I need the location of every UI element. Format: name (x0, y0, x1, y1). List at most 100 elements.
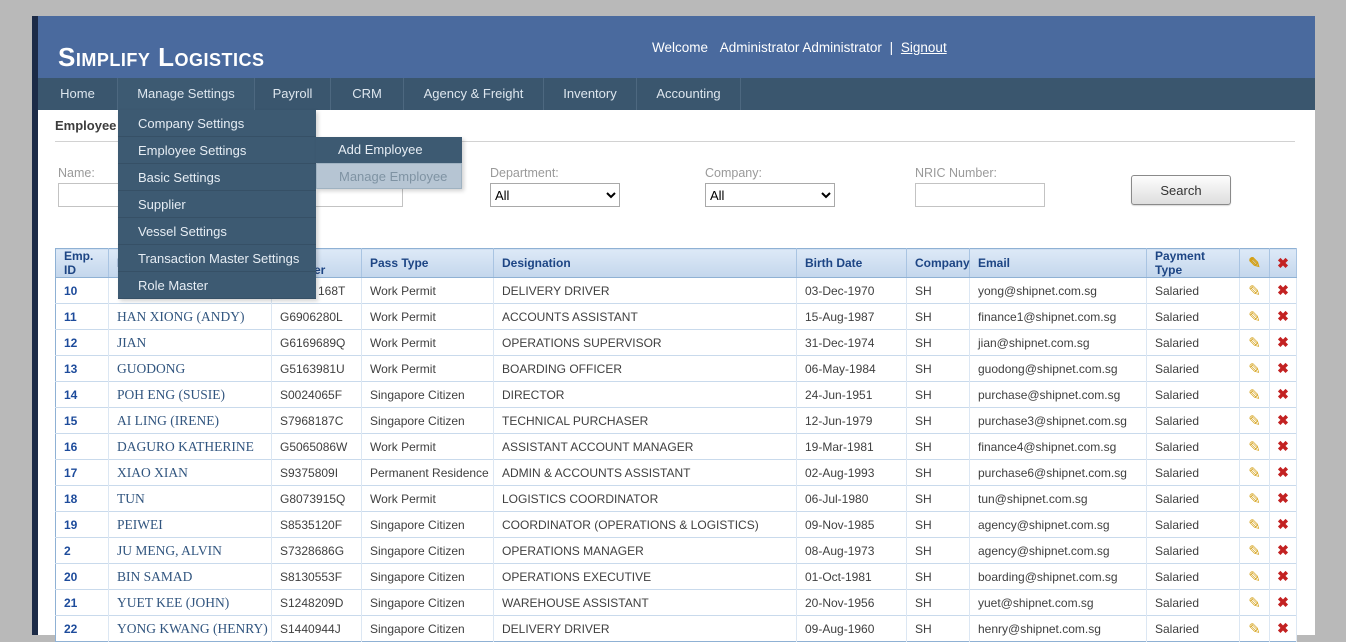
table-row: 12 JIAN G6169689Q Work Permit OPERATIONS… (55, 329, 1297, 356)
cell-birth-date: 06-Jul-1980 (796, 485, 907, 512)
cell-company: SH (906, 303, 970, 330)
menu-item-employee-settings[interactable]: Employee Settings (118, 137, 316, 164)
edit-icon[interactable]: ✎ (1248, 360, 1261, 378)
menu-item-company-settings[interactable]: Company Settings (118, 110, 316, 137)
user-name: Administrator Administrator (719, 40, 882, 55)
cell-designation: TECHNICAL PURCHASER (493, 407, 797, 434)
cell-nric: S8535120F (271, 511, 362, 538)
nav-item-accounting[interactable]: Accounting (637, 78, 741, 110)
cell-name: JIAN (108, 329, 272, 356)
edit-icon[interactable]: ✎ (1248, 438, 1261, 456)
cell-pass-type: Work Permit (361, 433, 494, 460)
cell-name: POH ENG (SUSIE) (108, 381, 272, 408)
cell-designation: OPERATIONS MANAGER (493, 537, 797, 564)
menu-item-vessel-settings[interactable]: Vessel Settings (118, 218, 316, 245)
delete-icon[interactable]: ✖ (1277, 386, 1289, 402)
delete-icon[interactable]: ✖ (1277, 542, 1289, 558)
nav-item-manage-settings[interactable]: Manage Settings (118, 78, 255, 110)
cell-nric: S8130553F (271, 563, 362, 590)
edit-icon[interactable]: ✎ (1248, 282, 1261, 300)
cell-name: BIN SAMAD (108, 563, 272, 590)
edit-icon[interactable]: ✎ (1248, 464, 1261, 482)
department-filter-select[interactable]: All (490, 183, 620, 207)
cell-payment-type: Salaried (1146, 537, 1240, 564)
cell-designation: DIRECTOR (493, 381, 797, 408)
cell-payment-type: Salaried (1146, 407, 1240, 434)
col-header-email: Email (969, 248, 1147, 278)
nav-item-agency-freight[interactable]: Agency & Freight (404, 78, 544, 110)
table-row: 18 TUN G8073915Q Work Permit LOGISTICS C… (55, 485, 1297, 512)
nric-filter-input[interactable] (915, 183, 1045, 207)
cell-name: DAGURO KATHERINE (108, 433, 272, 460)
nav-item-payroll[interactable]: Payroll (255, 78, 331, 110)
cell-nric: G5065086W (271, 433, 362, 460)
main-nav: Home Manage Settings Payroll CRM Agency … (38, 78, 1315, 110)
cell-nric: S1440944J (271, 615, 362, 642)
nav-item-crm[interactable]: CRM (331, 78, 404, 110)
table-row: 20 BIN SAMAD S8130553F Singapore Citizen… (55, 563, 1297, 590)
delete-icon[interactable]: ✖ (1277, 594, 1289, 610)
cell-pass-type: Work Permit (361, 277, 494, 304)
delete-icon[interactable]: ✖ (1277, 490, 1289, 506)
cell-email: jian@shipnet.com.sg (969, 329, 1147, 356)
delete-icon[interactable]: ✖ (1277, 334, 1289, 350)
submenu-item-add-employee[interactable]: Add Employee (338, 142, 423, 157)
cell-payment-type: Salaried (1146, 615, 1240, 642)
submenu-item-manage-employee[interactable]: Manage Employee (316, 163, 462, 189)
edit-icon[interactable]: ✎ (1248, 516, 1261, 534)
cell-birth-date: 08-Aug-1973 (796, 537, 907, 564)
cell-pass-type: Permanent Residence (361, 459, 494, 486)
delete-icon[interactable]: ✖ (1277, 308, 1289, 324)
cell-payment-type: Salaried (1146, 511, 1240, 538)
cell-birth-date: 03-Dec-1970 (796, 277, 907, 304)
edit-icon[interactable]: ✎ (1248, 334, 1261, 352)
company-filter-select[interactable]: All (705, 183, 835, 207)
edit-icon[interactable]: ✎ (1248, 386, 1261, 404)
edit-icon[interactable]: ✎ (1248, 594, 1261, 612)
nav-item-home[interactable]: Home (38, 78, 118, 110)
cell-pass-type: Singapore Citizen (361, 407, 494, 434)
cell-company: SH (906, 407, 970, 434)
cell-emp-id: 22 (55, 615, 109, 642)
delete-icon[interactable]: ✖ (1277, 516, 1289, 532)
menu-item-supplier[interactable]: Supplier (118, 191, 316, 218)
menu-item-transaction-master-settings[interactable]: Transaction Master Settings (118, 245, 316, 272)
cell-nric: S0024065F (271, 381, 362, 408)
delete-icon[interactable]: ✖ (1277, 438, 1289, 454)
cell-birth-date: 19-Mar-1981 (796, 433, 907, 460)
cell-email: finance4@shipnet.com.sg (969, 433, 1147, 460)
delete-icon[interactable]: ✖ (1277, 568, 1289, 584)
cell-company: SH (906, 459, 970, 486)
cell-pass-type: Singapore Citizen (361, 563, 494, 590)
cell-pass-type: Work Permit (361, 355, 494, 382)
delete-icon[interactable]: ✖ (1277, 620, 1289, 636)
nav-item-inventory[interactable]: Inventory (544, 78, 637, 110)
edit-icon[interactable]: ✎ (1248, 542, 1261, 560)
signout-link[interactable]: Signout (900, 40, 947, 55)
cell-birth-date: 09-Nov-1985 (796, 511, 907, 538)
delete-icon[interactable]: ✖ (1277, 412, 1289, 428)
menu-item-basic-settings[interactable]: Basic Settings (118, 164, 316, 191)
edit-icon[interactable]: ✎ (1248, 490, 1261, 508)
edit-icon[interactable]: ✎ (1248, 308, 1261, 326)
col-header-payment-type: Payment Type (1146, 248, 1240, 278)
menu-item-role-master[interactable]: Role Master (118, 272, 316, 299)
cell-emp-id: 19 (55, 511, 109, 538)
edit-icon[interactable]: ✎ (1248, 620, 1261, 638)
col-header-edit: ✎ (1239, 248, 1270, 278)
cell-payment-type: Salaried (1146, 563, 1240, 590)
title-divider (55, 141, 1295, 142)
delete-icon[interactable]: ✖ (1277, 360, 1289, 376)
cell-payment-type: Salaried (1146, 329, 1240, 356)
cell-payment-type: Salaried (1146, 277, 1240, 304)
edit-icon[interactable]: ✎ (1248, 412, 1261, 430)
delete-icon[interactable]: ✖ (1277, 464, 1289, 480)
cell-email: purchase@shipnet.com.sg (969, 381, 1147, 408)
delete-icon[interactable]: ✖ (1277, 282, 1289, 298)
cell-email: purchase3@shipnet.com.sg (969, 407, 1147, 434)
cell-name: AI LING (IRENE) (108, 407, 272, 434)
cell-birth-date: 01-Oct-1981 (796, 563, 907, 590)
edit-icon[interactable]: ✎ (1248, 568, 1261, 586)
cell-emp-id: 16 (55, 433, 109, 460)
search-button[interactable]: Search (1131, 175, 1231, 205)
